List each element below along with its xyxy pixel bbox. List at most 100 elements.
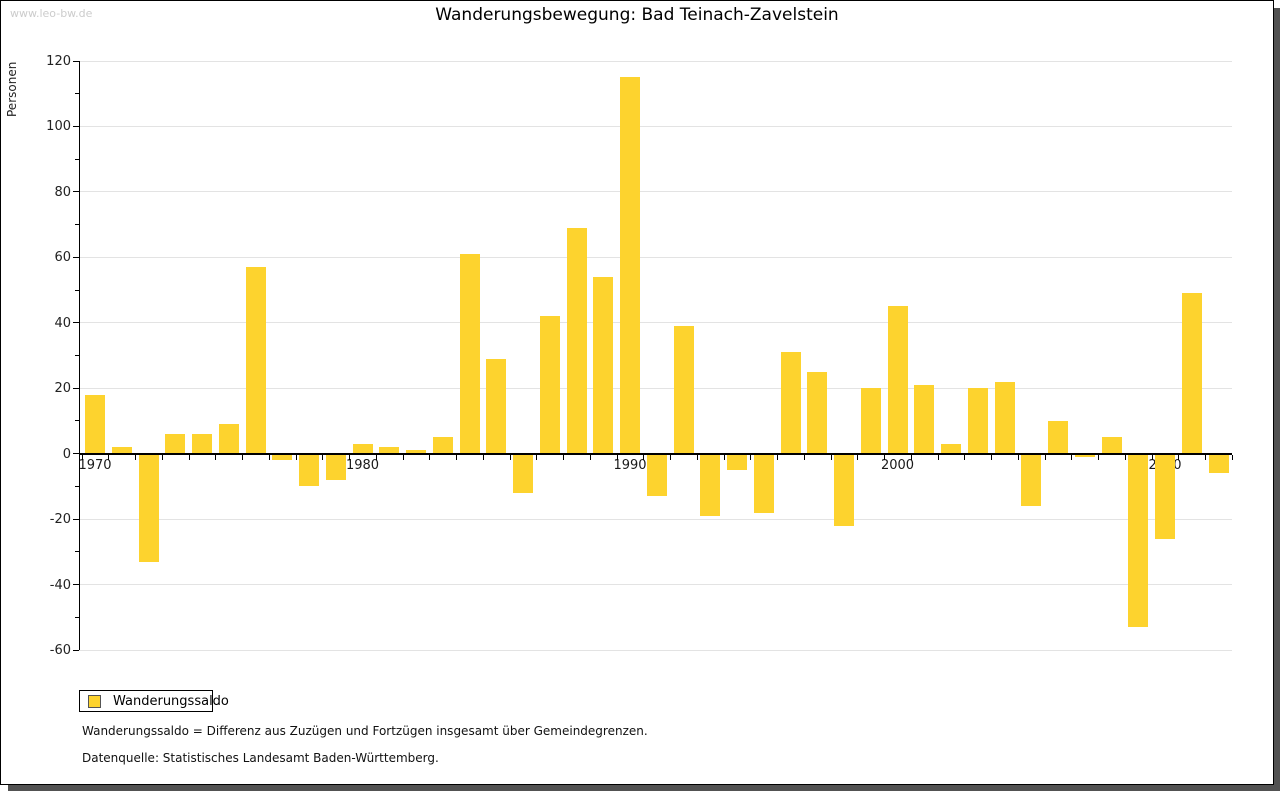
- bar-2006: [1048, 420, 1068, 454]
- chart-title: Wanderungsbewegung: Bad Teinach-Zavelste…: [435, 5, 839, 25]
- y-axis-tick-label: 100: [46, 119, 71, 135]
- x-axis-tick: [456, 454, 458, 460]
- bar-1987: [539, 316, 560, 454]
- gridline: [79, 256, 1232, 258]
- footnote-source: Datenquelle: Statistisches Landesamt Bad…: [82, 751, 439, 765]
- bar-1982: [406, 450, 426, 454]
- x-axis-tick: [509, 454, 511, 460]
- x-axis-tick: [563, 454, 565, 460]
- gridline: [79, 584, 1232, 586]
- bar-2004: [994, 381, 1015, 454]
- bar-2005: [1021, 453, 1042, 506]
- x-axis-tick: [135, 454, 137, 460]
- y-axis-major-tick: [73, 191, 79, 193]
- x-axis-tick: [81, 454, 83, 460]
- x-axis-tick: [1205, 454, 1207, 460]
- x-axis-tick: [1017, 454, 1019, 460]
- y-axis-tick-label: 60: [54, 250, 71, 266]
- x-axis-tick-label: 2000: [880, 457, 915, 473]
- bar-1976: [245, 267, 266, 454]
- y-axis-minor-tick: [75, 224, 79, 226]
- y-axis-major-tick: [73, 60, 79, 62]
- bar-1998: [834, 453, 854, 526]
- x-axis-tick: [723, 454, 725, 460]
- x-axis-tick: [830, 454, 832, 460]
- bar-2009: [1128, 453, 1149, 628]
- x-axis-line: [79, 452, 1232, 455]
- x-axis-tick: [589, 454, 591, 460]
- x-axis-tick: [857, 454, 859, 460]
- x-axis-tick: [402, 454, 404, 460]
- x-axis-tick: [964, 454, 966, 460]
- bar-1999: [860, 388, 881, 454]
- bar-1991: [646, 453, 667, 497]
- x-axis-tick: [108, 454, 110, 460]
- x-axis-tick-label: 1990: [613, 457, 647, 473]
- bar-1971: [111, 447, 132, 454]
- gridline: [79, 125, 1232, 127]
- y-axis-major-tick: [73, 584, 79, 586]
- x-axis-tick: [536, 454, 538, 460]
- x-axis-tick: [161, 454, 163, 460]
- x-axis-tick: [696, 454, 698, 460]
- x-axis-tick: [1044, 454, 1046, 460]
- x-axis-tick: [803, 454, 805, 460]
- bar-2010: [1155, 453, 1175, 539]
- bar-1970: [85, 394, 105, 454]
- x-axis-tick: [1071, 454, 1073, 460]
- x-axis-tick: [750, 454, 752, 460]
- y-axis-minor-tick: [75, 289, 79, 291]
- bar-2003: [967, 388, 988, 454]
- y-axis-tick-label: 120: [46, 54, 71, 69]
- y-axis-major-tick: [73, 518, 79, 520]
- bar-1986: [513, 453, 533, 493]
- x-axis-tick: [616, 454, 618, 460]
- y-axis-tick-label: -40: [49, 577, 71, 593]
- y-axis-tick-label: 20: [54, 381, 71, 397]
- x-axis-tick: [670, 454, 672, 460]
- x-axis-tick: [188, 454, 190, 460]
- watermark: www.leo-bw.de: [10, 7, 93, 20]
- bar-1989: [593, 276, 614, 454]
- bar-2000: [887, 306, 908, 454]
- legend: Wanderungssaldo: [79, 690, 229, 712]
- bar-1977: [272, 453, 293, 461]
- y-axis-major-tick: [73, 322, 79, 324]
- bar-1985: [486, 358, 507, 454]
- bar-1981: [379, 447, 400, 454]
- y-axis-minor-tick: [75, 551, 79, 553]
- gridline: [79, 322, 1232, 324]
- x-axis-tick: [215, 454, 217, 460]
- bar-1994: [727, 453, 747, 471]
- bar-2007: [1074, 453, 1095, 457]
- y-axis-tick-label: -20: [49, 512, 71, 528]
- x-axis-tick: [777, 454, 779, 460]
- bar-1979: [325, 453, 346, 480]
- x-axis-tick: [482, 454, 484, 460]
- y-axis-line: [79, 61, 80, 650]
- x-axis-tick: [884, 454, 886, 460]
- bar-2008: [1101, 437, 1122, 454]
- x-axis-tick: [937, 454, 939, 460]
- card-shadow-right: [1274, 8, 1280, 791]
- gridline: [79, 518, 1232, 520]
- y-axis-major-tick: [73, 387, 79, 389]
- footnote-definition: Wanderungssaldo = Differenz aus Zuzügen …: [82, 724, 648, 738]
- x-axis-tick: [268, 454, 270, 460]
- x-axis-tick: [1098, 454, 1100, 460]
- bar-1972: [138, 453, 159, 562]
- y-axis-tick-label: 80: [54, 184, 71, 200]
- bar-1980: [352, 443, 373, 454]
- x-axis-tick: [1124, 454, 1126, 460]
- bar-1990: [620, 77, 640, 454]
- bar-1975: [218, 424, 239, 454]
- x-axis-tick: [429, 454, 431, 460]
- x-axis-tick: [375, 454, 377, 460]
- bar-1997: [807, 371, 828, 454]
- y-axis-major-tick: [73, 649, 79, 651]
- y-axis-tick-label: 40: [54, 315, 71, 331]
- y-axis-major-tick: [73, 125, 79, 127]
- y-axis-tick-label: 0: [62, 446, 71, 462]
- bar-2001: [914, 384, 935, 454]
